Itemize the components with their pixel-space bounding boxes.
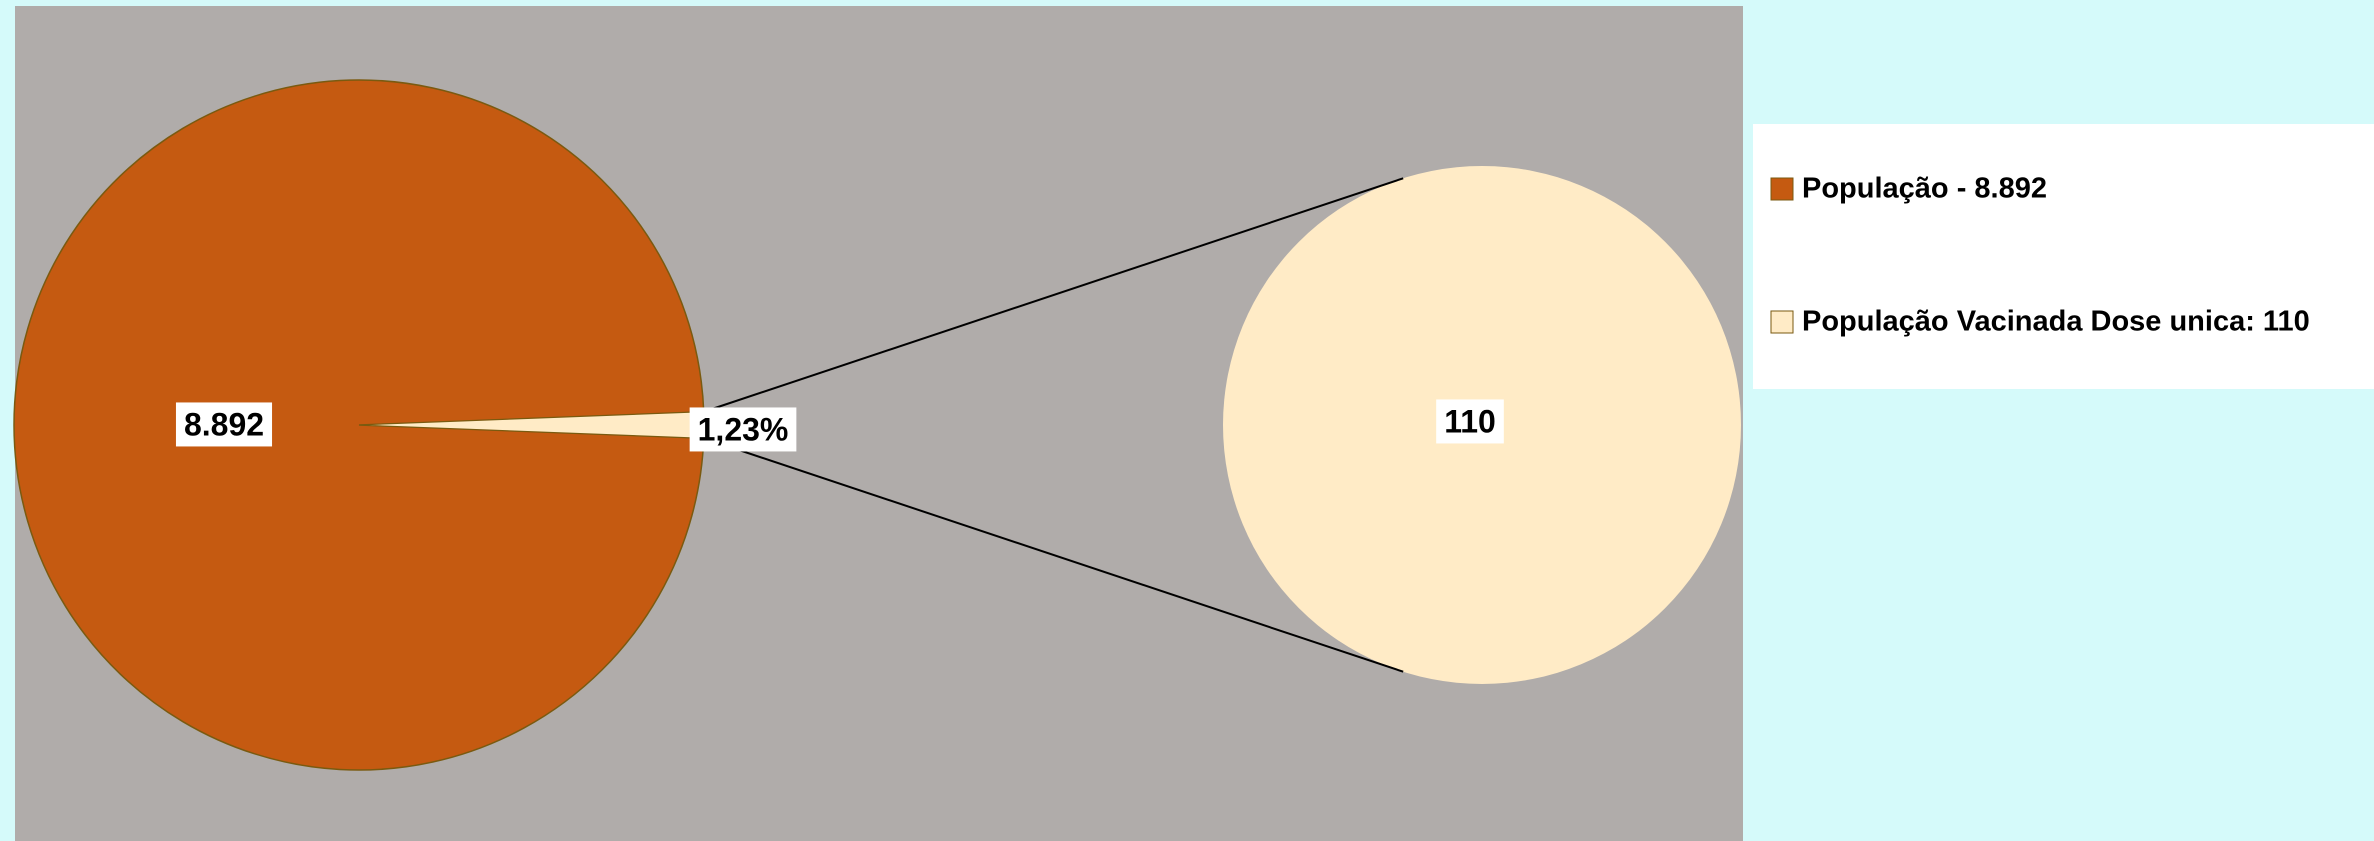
legend-box <box>1753 124 2374 389</box>
data-label-bg <box>175 402 273 447</box>
connector-line <box>703 437 1404 673</box>
data-label-bg <box>689 407 797 452</box>
data-label: 8.892 <box>184 406 264 442</box>
data-label: 1,23% <box>698 411 789 447</box>
legend-label: População Vacinada Dose unica: 110 <box>1802 306 2310 338</box>
pie-slice <box>13 79 705 771</box>
legend-swatch <box>1770 177 1794 201</box>
legend-swatch <box>1770 310 1794 334</box>
data-label-bg <box>1436 399 1504 444</box>
connector-line <box>703 177 1404 413</box>
legend-label: População - 8.892 <box>1802 173 2047 205</box>
data-label: 110 <box>1444 403 1496 439</box>
